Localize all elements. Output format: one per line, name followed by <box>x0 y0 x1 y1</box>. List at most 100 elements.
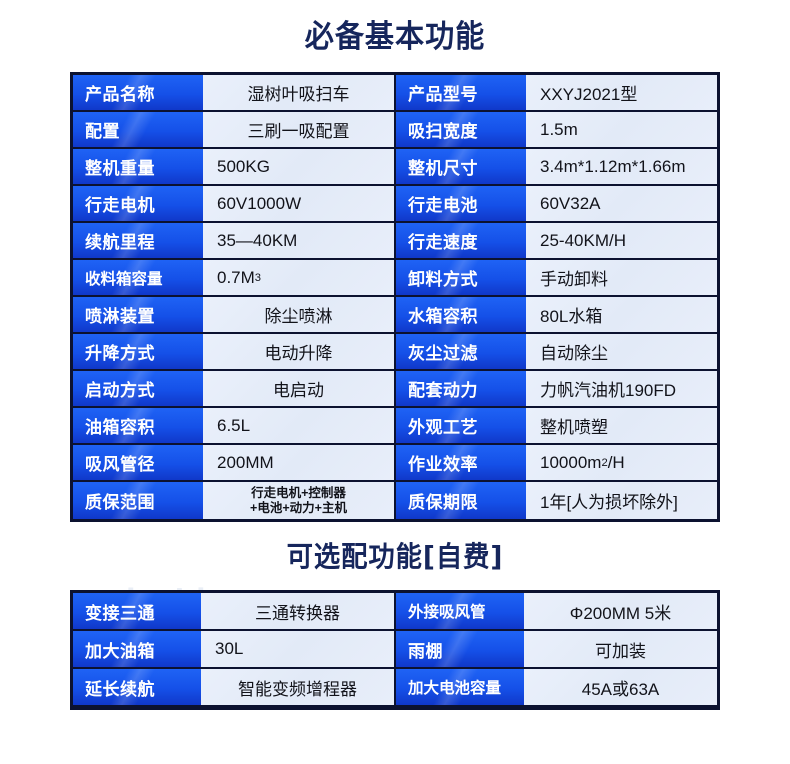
table-row: 产品名称 湿树叶吸扫车 产品型号 XXYJ2021型 <box>73 75 717 112</box>
table-row: 喷淋装置 除尘喷淋 水箱容积 80L水箱 <box>73 297 717 334</box>
table-row: 油箱容积 6.5L 外观工艺 整机喷塑 <box>73 408 717 445</box>
spec-value: 手动卸料 <box>526 260 717 295</box>
spec-label: 启动方式 <box>73 371 203 406</box>
spec-label: 作业效率 <box>396 445 526 480</box>
table-cell-pair-right: 行走速度 25-40KM/H <box>396 223 717 258</box>
table-row: 收料箱容量 0.7M 3 卸料方式 手动卸料 <box>73 260 717 297</box>
spec-label: 油箱容积 <box>73 408 203 443</box>
spec-value: 35—40KM <box>203 223 394 258</box>
spec-value: 湿树叶吸扫车 <box>203 75 394 110</box>
table-cell-pair-right: 灰尘过滤 自动除尘 <box>396 334 717 369</box>
table-cell-pair-left: 产品名称 湿树叶吸扫车 <box>73 75 396 110</box>
spec-label: 水箱容积 <box>396 297 526 332</box>
spec-label: 吸扫宽度 <box>396 112 526 147</box>
spec-value: 三刷一吸配置 <box>203 112 394 147</box>
spec-value: 80L水箱 <box>526 297 717 332</box>
basic-features-table: 产品名称 湿树叶吸扫车 产品型号 XXYJ2021型 配置 三刷一吸配置 吸扫宽度 1.5m 整… <box>70 72 720 522</box>
table-row: 整机重量 500KG 整机尺寸 3.4m*1.12m*1.66m <box>73 149 717 186</box>
table-cell-pair-right: 吸扫宽度 1.5m <box>396 112 717 147</box>
spec-label: 整机尺寸 <box>396 149 526 184</box>
spec-label: 卸料方式 <box>396 260 526 295</box>
table-cell-pair-right: 作业效率 10000m 2/H <box>396 445 717 480</box>
table-row: 质保范围 行走电机+控制器 +电池+动力+主机 质保期限 1年[人为损坏除外] <box>73 482 717 519</box>
spec-value: 30L <box>201 631 394 667</box>
spec-value: 除尘喷淋 <box>203 297 394 332</box>
table-cell-pair-left: 整机重量 500KG <box>73 149 396 184</box>
table-cell-pair-right: 行走电池 60V32A <box>396 186 717 221</box>
table-cell-pair-right: 水箱容积 80L水箱 <box>396 297 717 332</box>
table-row: 行走电机 60V1000W 行走电池 60V32A <box>73 186 717 223</box>
spec-value: 6.5L <box>203 408 394 443</box>
spec-label: 行走电池 <box>396 186 526 221</box>
table-cell-pair-right: 配套动力 力帆汽油机190FD <box>396 371 717 406</box>
spec-value: 60V32A <box>526 186 717 221</box>
table-cell-pair-right: 外接吸风管 Φ200MM 5米 <box>396 593 717 629</box>
spec-label: 延长续航 <box>73 669 201 705</box>
table-cell-pair-right: 产品型号 XXYJ2021型 <box>396 75 717 110</box>
spec-label: 雨棚 <box>396 631 524 667</box>
table-cell-pair-left: 延长续航 智能变频增程器 <box>73 669 396 705</box>
table-cell-pair-left: 喷淋装置 除尘喷淋 <box>73 297 396 332</box>
table-cell-pair-left: 变接三通 三通转换器 <box>73 593 396 629</box>
table-cell-pair-left: 加大油箱 30L <box>73 631 396 667</box>
spec-label: 质保期限 <box>396 482 526 519</box>
table-cell-pair-right: 外观工艺 整机喷塑 <box>396 408 717 443</box>
spec-label: 续航里程 <box>73 223 203 258</box>
spec-label: 外观工艺 <box>396 408 526 443</box>
spec-value: 200MM <box>203 445 394 480</box>
table-row: 续航里程 35—40KM 行走速度 25-40KM/H <box>73 223 717 260</box>
table-row: 加大油箱 30L 雨棚 可加装 <box>73 631 717 669</box>
spec-label: 加大电池容量 <box>396 669 524 705</box>
spec-value: 整机喷塑 <box>526 408 717 443</box>
table-cell-pair-right: 整机尺寸 3.4m*1.12m*1.66m <box>396 149 717 184</box>
section-title-optional-features: 可选配功能[自费] <box>286 540 504 573</box>
table-row: 延长续航 智能变频增程器 加大电池容量 45A或63A <box>73 669 717 707</box>
spec-label: 产品型号 <box>396 75 526 110</box>
spec-value: 电启动 <box>203 371 394 406</box>
table-cell-pair-right: 卸料方式 手动卸料 <box>396 260 717 295</box>
spec-value: 电动升降 <box>203 334 394 369</box>
spec-label: 配套动力 <box>396 371 526 406</box>
spec-value: 1.5m <box>526 112 717 147</box>
spec-label: 加大油箱 <box>73 631 201 667</box>
optional-features-table: 变接三通 三通转换器 外接吸风管 Φ200MM 5米 加大油箱 30L 雨棚 可加装 延长续航智… <box>70 590 720 710</box>
spec-label: 配置 <box>73 112 203 147</box>
spec-value: Φ200MM 5米 <box>524 593 717 629</box>
spec-value: 三通转换器 <box>201 593 394 629</box>
table-row: 启动方式 电启动 配套动力 力帆汽油机190FD <box>73 371 717 408</box>
spec-value: 25-40KM/H <box>526 223 717 258</box>
spec-label: 行走速度 <box>396 223 526 258</box>
spec-value: 行走电机+控制器 +电池+动力+主机 <box>203 482 394 519</box>
table-cell-pair-right: 雨棚 可加装 <box>396 631 717 667</box>
table-row: 变接三通 三通转换器 外接吸风管 Φ200MM 5米 <box>73 593 717 631</box>
spec-value: 可加装 <box>524 631 717 667</box>
spec-value: 60V1000W <box>203 186 394 221</box>
table-cell-pair-right: 加大电池容量 45A或63A <box>396 669 717 705</box>
table-cell-pair-left: 续航里程 35—40KM <box>73 223 396 258</box>
spec-value: 500KG <box>203 149 394 184</box>
spec-label: 外接吸风管 <box>396 593 524 629</box>
spec-value: 0.7M 3 <box>203 260 394 295</box>
spec-label: 吸风管径 <box>73 445 203 480</box>
spec-value: 1年[人为损坏除外] <box>526 482 717 519</box>
spec-value: 自动除尘 <box>526 334 717 369</box>
spec-value: 10000m 2/H <box>526 445 717 480</box>
spec-label: 收料箱容量 <box>73 260 203 295</box>
table-cell-pair-right: 质保期限 1年[人为损坏除外] <box>396 482 717 519</box>
table-cell-pair-left: 吸风管径 200MM <box>73 445 396 480</box>
table-cell-pair-left: 升降方式 电动升降 <box>73 334 396 369</box>
section-title-basic-features: 必备基本功能 <box>304 19 486 55</box>
spec-value: 智能变频增程器 <box>201 669 394 705</box>
spec-label: 整机重量 <box>73 149 203 184</box>
table-cell-pair-left: 配置 三刷一吸配置 <box>73 112 396 147</box>
table-row: 配置 三刷一吸配置 吸扫宽度 1.5m <box>73 112 717 149</box>
table-row: 吸风管径 200MM 作业效率 10000m 2/H <box>73 445 717 482</box>
table-cell-pair-left: 收料箱容量 0.7M 3 <box>73 260 396 295</box>
table-cell-pair-left: 质保范围 行走电机+控制器 +电池+动力+主机 <box>73 482 396 519</box>
spec-value: XXYJ2021型 <box>526 75 717 110</box>
spec-label: 变接三通 <box>73 593 201 629</box>
table-cell-pair-left: 行走电机 60V1000W <box>73 186 396 221</box>
table-cell-pair-left: 启动方式 电启动 <box>73 371 396 406</box>
spec-label: 产品名称 <box>73 75 203 110</box>
